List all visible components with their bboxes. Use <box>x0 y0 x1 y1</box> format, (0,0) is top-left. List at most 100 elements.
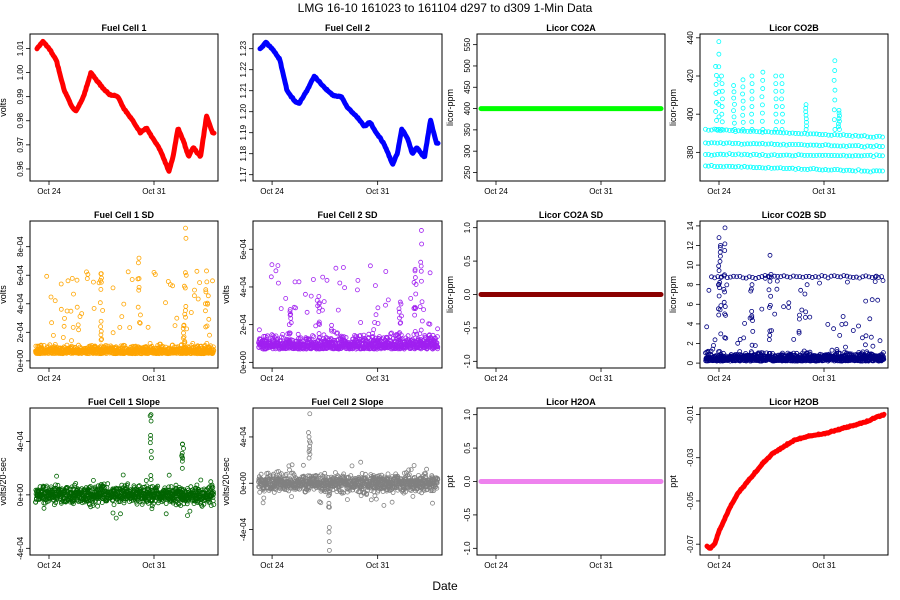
data-point <box>117 324 123 330</box>
data-point <box>829 167 834 173</box>
data-point <box>803 109 809 115</box>
y-tick-label: 6e-04 <box>16 264 25 285</box>
data-point <box>412 329 418 334</box>
data-point <box>716 101 722 107</box>
data-point <box>388 331 394 337</box>
y-tick-label: 0.5 <box>463 255 472 267</box>
data-point <box>740 105 746 111</box>
data-point <box>84 276 90 282</box>
data-point <box>869 297 875 303</box>
y-tick-label: 350 <box>463 123 472 137</box>
panel-title: Fuel Cell 1 SD <box>94 210 155 220</box>
data-point <box>41 505 47 511</box>
data-point <box>850 133 855 139</box>
data-point <box>786 304 791 310</box>
data-point <box>323 335 329 340</box>
data-point <box>880 278 886 284</box>
data-point <box>71 291 76 297</box>
data-point <box>774 119 779 125</box>
y-tick-label: 1.01 <box>16 40 25 56</box>
data-point <box>724 282 730 288</box>
data-point <box>837 113 842 119</box>
data-point <box>713 109 719 114</box>
data-point <box>211 348 217 353</box>
data-point <box>781 152 786 158</box>
data-point <box>64 308 70 314</box>
data-point <box>383 302 388 308</box>
data-point <box>302 291 308 297</box>
data-point <box>125 269 131 275</box>
data-point <box>796 131 801 136</box>
data-point <box>841 152 846 158</box>
data-point <box>167 282 173 288</box>
data-point <box>316 331 322 336</box>
data-point <box>832 167 837 172</box>
data-point <box>333 265 339 271</box>
y-tick-label: 6 <box>686 302 695 307</box>
data-point <box>370 331 375 336</box>
data-point <box>110 285 116 291</box>
data-point <box>803 314 808 320</box>
data-point <box>807 349 813 355</box>
data-point <box>113 515 119 521</box>
data-point <box>717 259 723 264</box>
data-point <box>880 134 885 140</box>
data-point <box>750 318 755 323</box>
panel-fc2sd: Fuel Cell 2 SDvolts0e+002e-044e-046e-04O… <box>221 210 443 383</box>
y-tick-label: 4e-04 <box>239 426 248 447</box>
data-point <box>717 249 723 255</box>
data-point <box>203 287 209 293</box>
data-point <box>803 102 809 108</box>
data-point <box>832 127 838 132</box>
data-point <box>778 153 783 158</box>
y-tick-label: 6e-04 <box>239 238 248 259</box>
data-point <box>182 311 188 317</box>
y-tick-label: -4e-04 <box>16 536 25 560</box>
panel-title: Licor CO2B SD <box>762 210 827 220</box>
data-point <box>287 307 293 312</box>
data-point <box>138 312 143 318</box>
data-point <box>98 286 104 292</box>
data-point <box>329 328 335 334</box>
y-tick-label: 8e-04 <box>16 236 25 257</box>
data-point <box>722 304 728 309</box>
data-point <box>157 341 163 347</box>
data-point <box>779 127 785 132</box>
data-point <box>749 73 755 79</box>
data-point <box>118 511 123 517</box>
x-tick-label: Oct 24 <box>37 374 61 383</box>
data-point <box>737 337 743 342</box>
data-point <box>868 134 873 140</box>
data-point <box>735 340 741 346</box>
data-point <box>867 316 873 322</box>
data-point <box>354 287 360 293</box>
y-axis-label: volts/20-sec <box>0 457 8 506</box>
data-point <box>749 81 755 87</box>
data-point <box>163 501 169 506</box>
data-point <box>802 291 808 297</box>
data-point <box>143 478 149 483</box>
x-tick-label: Oct 31 <box>366 187 390 196</box>
data-point <box>732 127 738 132</box>
data-point <box>148 412 154 418</box>
data-point <box>769 165 774 171</box>
data-point <box>185 513 190 518</box>
data-point <box>287 309 293 315</box>
data-point <box>183 314 188 320</box>
data-point <box>742 151 747 157</box>
y-tick-label: 14 <box>686 221 695 230</box>
data-point <box>427 270 433 276</box>
data-point <box>408 295 414 301</box>
data-point <box>65 278 71 284</box>
data-point <box>797 316 802 322</box>
data-point <box>716 89 722 95</box>
data-point <box>180 325 186 331</box>
y-tick-label: 500 <box>463 59 472 73</box>
data-point <box>774 278 780 284</box>
y-axis-label: licor-ppm <box>445 89 455 126</box>
data-point <box>856 153 861 159</box>
data-point <box>749 119 755 125</box>
data-point <box>256 327 262 333</box>
data-point <box>879 355 885 361</box>
data-point <box>793 166 798 172</box>
